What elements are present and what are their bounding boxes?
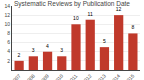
svg-text:2007: 2007 [9, 73, 21, 80]
svg-text:8: 8 [7, 30, 10, 36]
svg-text:Systematic Reviews by Publicat: Systematic Reviews by Publication Date [14, 0, 130, 8]
svg-text:2013: 2013 [95, 73, 107, 80]
svg-text:12: 12 [116, 6, 122, 12]
svg-text:2015: 2015 [123, 73, 135, 80]
svg-text:4: 4 [46, 43, 49, 49]
svg-text:11: 11 [88, 11, 93, 17]
svg-text:3: 3 [32, 47, 35, 53]
svg-text:8: 8 [131, 24, 134, 30]
svg-text:6: 6 [7, 39, 10, 45]
svg-text:5: 5 [103, 38, 106, 44]
svg-text:2: 2 [18, 52, 21, 58]
svg-text:2011: 2011 [67, 73, 79, 80]
svg-text:12: 12 [4, 12, 10, 18]
svg-text:2: 2 [7, 58, 10, 64]
svg-text:3: 3 [60, 47, 63, 53]
svg-text:14: 14 [4, 3, 10, 9]
svg-text:2008: 2008 [24, 73, 36, 80]
svg-text:10: 10 [4, 21, 10, 27]
svg-text:10: 10 [73, 15, 79, 21]
svg-text:4: 4 [7, 48, 10, 54]
svg-text:2012: 2012 [81, 73, 93, 80]
svg-text:2010: 2010 [52, 73, 64, 80]
svg-text:2014: 2014 [109, 73, 121, 80]
svg-text:2009: 2009 [38, 73, 50, 80]
